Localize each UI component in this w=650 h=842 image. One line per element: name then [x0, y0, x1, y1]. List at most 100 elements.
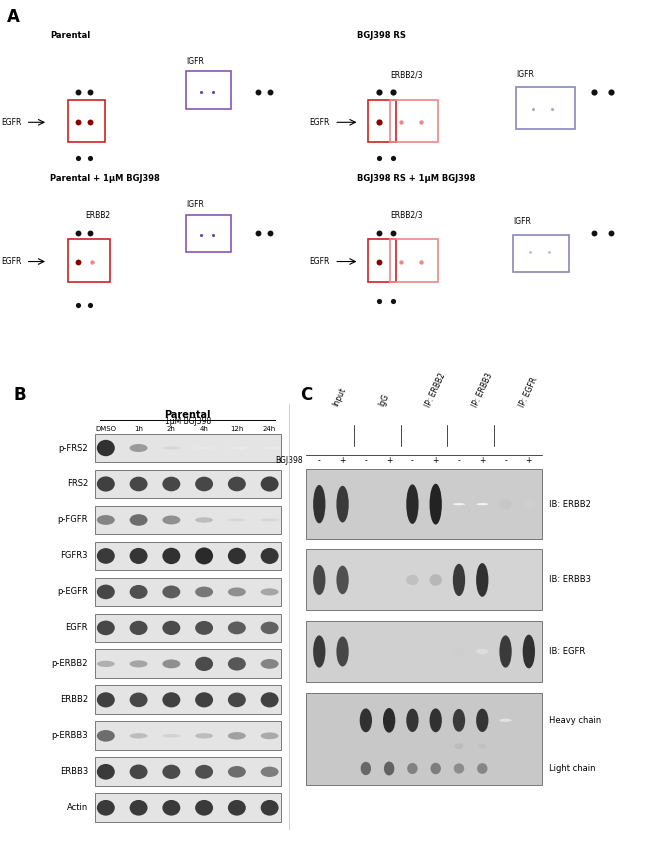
Ellipse shape — [129, 660, 148, 668]
Ellipse shape — [261, 589, 279, 595]
Bar — [390, 100, 437, 141]
Text: BGJ398 RS + 1μM BGJ398: BGJ398 RS + 1μM BGJ398 — [357, 174, 475, 184]
Ellipse shape — [129, 692, 148, 707]
Bar — [95, 434, 281, 462]
Bar — [306, 550, 542, 610]
Text: IGFR: IGFR — [187, 57, 204, 67]
Ellipse shape — [97, 584, 115, 600]
Point — [374, 86, 384, 99]
Point — [72, 255, 83, 269]
Ellipse shape — [406, 709, 419, 732]
Ellipse shape — [454, 764, 464, 774]
Ellipse shape — [228, 588, 246, 596]
Point — [547, 103, 558, 116]
Bar — [95, 578, 281, 606]
Text: Parental: Parental — [51, 31, 91, 40]
Point — [374, 294, 384, 307]
Text: C: C — [300, 386, 312, 404]
Point — [387, 226, 398, 239]
Ellipse shape — [228, 800, 246, 816]
Ellipse shape — [261, 659, 279, 669]
Ellipse shape — [499, 719, 512, 722]
Ellipse shape — [195, 447, 213, 449]
Ellipse shape — [523, 635, 535, 669]
Text: EGFR: EGFR — [66, 623, 88, 632]
Ellipse shape — [129, 765, 148, 779]
Ellipse shape — [129, 800, 148, 816]
Ellipse shape — [195, 517, 213, 523]
Ellipse shape — [476, 504, 488, 505]
Ellipse shape — [162, 477, 180, 492]
Text: p-EGFR: p-EGFR — [57, 588, 88, 596]
Text: ERBB2/3: ERBB2/3 — [390, 70, 422, 79]
Ellipse shape — [261, 692, 279, 707]
Bar — [516, 87, 575, 129]
Point — [84, 151, 95, 164]
Text: Input: Input — [331, 386, 348, 408]
Ellipse shape — [313, 636, 326, 668]
Bar — [95, 505, 281, 535]
Text: IGFR: IGFR — [516, 70, 534, 79]
Text: DMSO: DMSO — [96, 426, 116, 432]
Point — [253, 86, 263, 99]
Ellipse shape — [97, 730, 115, 742]
Point — [606, 226, 616, 239]
Bar — [368, 239, 396, 282]
Ellipse shape — [313, 565, 326, 595]
Ellipse shape — [97, 692, 115, 707]
Bar — [306, 693, 542, 786]
Point — [265, 86, 276, 99]
Text: -: - — [365, 456, 367, 466]
Text: BGJ398 RS: BGJ398 RS — [357, 31, 406, 40]
Ellipse shape — [228, 621, 246, 634]
Bar — [513, 236, 569, 272]
Point — [72, 115, 83, 129]
Ellipse shape — [261, 766, 279, 777]
Text: p-FRS2: p-FRS2 — [58, 444, 88, 452]
Text: EGFR: EGFR — [2, 118, 22, 127]
Point — [208, 229, 218, 242]
Text: +: + — [432, 456, 439, 466]
Text: IP: ERBB2: IP: ERBB2 — [424, 371, 448, 408]
Point — [396, 115, 406, 129]
Ellipse shape — [476, 563, 488, 597]
Ellipse shape — [261, 548, 279, 564]
Ellipse shape — [359, 708, 372, 733]
Ellipse shape — [97, 661, 115, 667]
Point — [525, 246, 535, 259]
Ellipse shape — [430, 708, 442, 733]
Text: FRS2: FRS2 — [67, 479, 88, 488]
Text: A: A — [6, 8, 20, 26]
Ellipse shape — [228, 477, 246, 492]
Ellipse shape — [453, 564, 465, 596]
Bar — [95, 470, 281, 498]
Text: Light chain: Light chain — [549, 764, 595, 773]
Point — [84, 298, 95, 312]
Text: EGFR: EGFR — [2, 257, 22, 266]
Ellipse shape — [97, 764, 115, 780]
Text: IB: ERBB2: IB: ERBB2 — [549, 499, 591, 509]
Ellipse shape — [361, 762, 371, 775]
Bar — [68, 100, 105, 141]
Bar — [187, 215, 231, 253]
Ellipse shape — [162, 800, 180, 816]
Ellipse shape — [97, 477, 115, 492]
Ellipse shape — [337, 637, 348, 667]
Text: Parental + 1μM BGJ398: Parental + 1μM BGJ398 — [51, 174, 160, 184]
Text: B: B — [14, 386, 26, 404]
Ellipse shape — [195, 800, 213, 816]
Ellipse shape — [337, 566, 348, 594]
Ellipse shape — [97, 515, 115, 525]
Ellipse shape — [430, 574, 442, 586]
Point — [374, 226, 384, 239]
Ellipse shape — [523, 499, 535, 509]
Text: IB: EGFR: IB: EGFR — [549, 647, 586, 656]
Text: EGFR: EGFR — [309, 118, 330, 127]
Ellipse shape — [261, 733, 279, 739]
Ellipse shape — [195, 733, 213, 738]
Bar — [306, 621, 542, 682]
Point — [544, 246, 554, 259]
Text: p-ERBB2: p-ERBB2 — [51, 659, 88, 669]
Ellipse shape — [162, 621, 180, 635]
Point — [374, 151, 384, 164]
